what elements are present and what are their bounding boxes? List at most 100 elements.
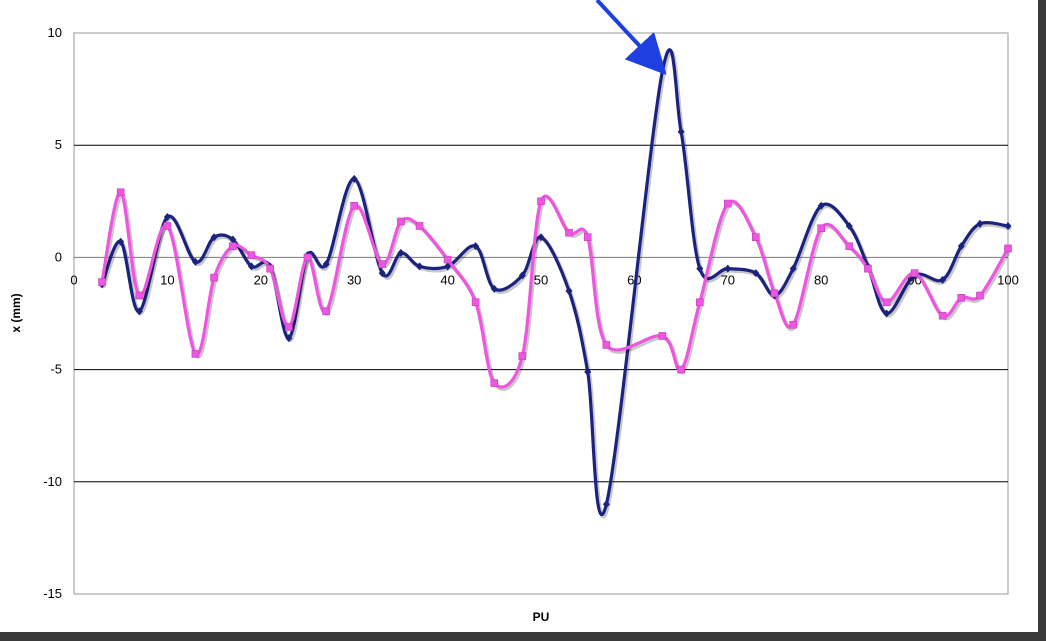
annotations [595, 0, 667, 75]
data-point-marker [518, 271, 526, 280]
markers-group [98, 67, 1012, 509]
data-point-marker [752, 233, 760, 242]
data-point-marker [285, 334, 293, 343]
y-tick-label: -10 [43, 474, 62, 489]
gridlines [74, 144, 1008, 483]
data-point-marker [565, 287, 573, 296]
data-point-marker [350, 174, 358, 183]
data-point-marker [770, 289, 779, 298]
data-point-marker [677, 365, 685, 374]
data-point-marker [163, 213, 171, 222]
data-point-marker [397, 217, 405, 226]
data-point-marker [416, 262, 424, 271]
x-tick-label: 70 [721, 272, 735, 287]
data-point-marker [910, 269, 919, 277]
data-point-marker [864, 264, 872, 273]
x-axis-title: PU [533, 610, 550, 624]
x-tick-label: 80 [814, 272, 828, 287]
data-point-marker [98, 278, 106, 286]
y-tick-labels: 10 5 0 -5 -10 -15 [43, 25, 62, 601]
x-tick-label: 40 [440, 272, 454, 287]
data-point-marker [1004, 244, 1012, 253]
data-point-marker [285, 323, 293, 331]
data-point-marker [976, 219, 984, 228]
series-line-1 [100, 48, 1010, 516]
data-point-marker [724, 264, 732, 273]
data-point-marker [322, 260, 330, 269]
data-point-marker [845, 221, 853, 230]
data-point-marker [537, 233, 545, 242]
data-point-marker [490, 379, 499, 387]
data-point-marker [378, 269, 386, 278]
data-point-marker [976, 291, 984, 300]
data-point-marker [210, 233, 218, 242]
data-point-marker [845, 242, 854, 250]
data-point-marker [135, 291, 144, 300]
x-tick-label: 50 [534, 272, 548, 287]
data-point-marker [677, 127, 685, 136]
data-point-marker [266, 264, 274, 273]
data-point-marker [817, 201, 825, 210]
y-tick-label: -15 [43, 586, 62, 601]
data-point-marker [471, 298, 480, 307]
data-point-marker [397, 248, 405, 257]
data-point-marker [303, 253, 312, 262]
data-point-marker [883, 309, 891, 318]
data-point-marker [135, 307, 143, 316]
data-point-marker [490, 284, 498, 293]
data-point-marker [163, 222, 172, 230]
data-point-marker [444, 262, 452, 271]
data-point-marker [602, 341, 611, 349]
data-point-marker [723, 199, 732, 208]
data-point-marker [658, 332, 667, 340]
y-tick-label: 5 [55, 137, 62, 152]
data-point-marker [247, 251, 256, 259]
data-point-marker [957, 293, 966, 302]
data-point-marker [229, 235, 237, 244]
data-point-marker [565, 228, 573, 237]
y-axis-title: x (mm) [9, 293, 23, 332]
data-point-marker [116, 188, 125, 197]
x-tick-label: 0 [70, 272, 77, 287]
data-point-marker [817, 224, 826, 233]
data-point-marker [472, 242, 480, 251]
data-point-marker [789, 320, 797, 329]
y-tick-label: 10 [48, 25, 62, 40]
x-tick-label: 10 [160, 272, 174, 287]
data-point-marker [695, 298, 704, 307]
x-tick-label: 20 [254, 272, 268, 287]
data-point-marker [1004, 221, 1012, 230]
data-point-marker [939, 275, 947, 284]
x-tick-label: 30 [347, 272, 361, 287]
plot-area [73, 32, 1009, 595]
x-tick-label: 100 [997, 272, 1019, 287]
data-point-marker [584, 367, 592, 376]
data-point-marker [938, 311, 947, 320]
chart-panel: 10 5 0 -5 -10 -15 0 10 20 30 40 50 60 70 80 90 100 PU x… [0, 0, 1038, 632]
data-point-marker [696, 264, 704, 273]
data-point-marker [322, 307, 330, 316]
data-point-marker [350, 201, 359, 210]
data-point-marker [957, 242, 965, 251]
data-point-marker [537, 197, 545, 206]
data-point-marker [247, 262, 255, 271]
data-point-marker [415, 222, 424, 230]
data-point-marker [228, 242, 237, 250]
data-point-marker [602, 500, 610, 509]
data-point-marker [443, 255, 452, 264]
data-point-marker [378, 260, 387, 268]
data-point-marker [191, 257, 199, 266]
data-point-marker [583, 233, 592, 242]
data-point-marker [518, 352, 527, 360]
data-point-marker [117, 237, 125, 246]
y-tick-label: 0 [55, 249, 62, 264]
data-point-marker [210, 273, 218, 282]
data-point-marker [752, 269, 760, 278]
annotation-arrow [595, 0, 667, 75]
data-point-marker [789, 264, 797, 273]
data-point-marker [882, 298, 891, 307]
y-tick-label: -5 [50, 362, 62, 377]
data-point-marker [191, 350, 200, 358]
